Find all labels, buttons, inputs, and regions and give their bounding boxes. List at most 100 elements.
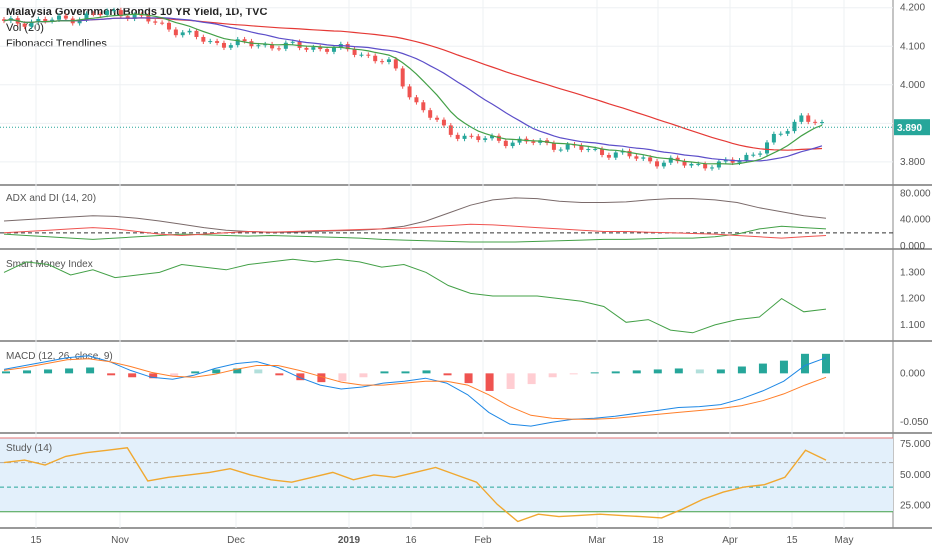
candlestick-body: [716, 161, 721, 168]
candlestick-body: [765, 142, 770, 154]
candlestick-body: [586, 149, 591, 151]
candlestick-body: [63, 15, 68, 19]
candlestick-body: [366, 54, 371, 56]
macd-histogram-bar: [464, 373, 473, 384]
macd-histogram-bar: [359, 373, 368, 378]
candlestick-body: [270, 44, 275, 49]
candlestick-body: [22, 23, 27, 27]
candlestick-body: [785, 131, 790, 134]
macd-histogram-bar: [338, 373, 347, 382]
candlestick-body: [373, 55, 378, 62]
candlestick-body: [806, 115, 811, 122]
candlestick-body: [428, 110, 433, 118]
macd-pane-title: MACD (12, 26, close, 9): [6, 351, 113, 362]
candlestick-body: [613, 152, 618, 158]
macd-histogram-bar: [653, 369, 662, 374]
candlestick-body: [455, 134, 460, 139]
price-y-tick-label: 3.800: [900, 157, 925, 168]
adx-y-tick-label: 80.000: [900, 188, 931, 199]
candlestick-body: [490, 135, 495, 139]
candlestick-body: [111, 10, 116, 12]
candlestick-body: [517, 138, 522, 143]
macd-histogram-bar: [233, 368, 242, 374]
candlestick-body: [771, 133, 776, 143]
candlestick-body: [744, 154, 749, 161]
time-axis-tick-label: 15: [30, 535, 42, 546]
macd-histogram-bar: [2, 371, 10, 374]
candlestick-body: [359, 54, 364, 56]
candlestick-body: [276, 48, 281, 50]
macd-histogram-bar: [170, 373, 179, 377]
macd-histogram-bar: [86, 367, 95, 374]
candlestick-body: [2, 19, 6, 21]
candlestick-body: [462, 135, 467, 139]
candlestick-body: [441, 119, 446, 126]
macd-histogram-bar: [107, 373, 116, 376]
candlestick-body: [153, 21, 158, 23]
macd-histogram-bar: [254, 369, 263, 374]
fib-legend[interactable]: Fibonacci Trendlines: [6, 38, 107, 50]
candlestick-body: [331, 47, 336, 52]
study-y-tick-label: 50.000: [900, 470, 931, 481]
candlestick-body: [682, 161, 687, 166]
candlestick-body: [758, 153, 763, 155]
candlestick-body: [689, 163, 694, 166]
candlestick-body: [668, 157, 673, 163]
smi-y-tick-label: 1.200: [900, 294, 925, 305]
macd-histogram-bar: [590, 372, 599, 374]
candlestick-body: [256, 45, 261, 47]
price-y-tick-label: 4.100: [900, 41, 925, 52]
macd-histogram-bar: [822, 353, 830, 374]
candlestick-body: [91, 13, 96, 15]
time-axis-tick-label: Mar: [588, 535, 606, 546]
macd-histogram-bar: [674, 368, 683, 374]
macd-histogram-bar: [191, 371, 200, 374]
macd-histogram-bar: [65, 368, 74, 374]
candlestick-body: [50, 19, 55, 22]
candlestick-body: [510, 142, 515, 147]
study-y-tick-label: 75.000: [900, 439, 931, 450]
candlestick-body: [531, 141, 536, 143]
last-price-tag[interactable]: [894, 119, 930, 136]
study-y-tick-label: 25.000: [900, 501, 931, 512]
smi-line: [3, 258, 827, 334]
candlestick-body: [215, 41, 220, 43]
adx-pane-title: ADX and DI (14, 20): [6, 193, 96, 204]
candlestick-body: [593, 148, 598, 150]
di-plus-line: [3, 225, 827, 243]
candlestick-body: [751, 154, 756, 156]
candlestick-body: [400, 68, 405, 87]
candlestick-body: [125, 16, 130, 19]
candlestick-body: [778, 133, 783, 135]
candlestick-body: [661, 162, 666, 167]
macd-y-tick-label: 0.000: [900, 368, 925, 379]
macd-histogram-bar: [296, 373, 305, 381]
candlestick-body: [304, 47, 309, 50]
time-axis-tick-label: 18: [652, 535, 664, 546]
candlestick-body: [139, 14, 144, 16]
macd-histogram-bar: [695, 369, 704, 374]
candlestick-body: [483, 138, 488, 140]
macd-histogram-bar: [485, 373, 494, 391]
candlestick-body: [723, 159, 728, 162]
candlestick-body: [290, 41, 295, 43]
macd-histogram-bar: [401, 371, 410, 374]
adx-y-tick-label: 0.000: [900, 241, 925, 252]
time-axis-tick-label: 15: [786, 535, 798, 546]
price-y-tick-label: 4.000: [900, 80, 925, 91]
time-axis-tick-label: Feb: [474, 535, 492, 546]
candlestick-body: [283, 42, 288, 49]
study-line: [3, 447, 827, 523]
time-axis-tick-label: Dec: [227, 535, 245, 546]
time-axis-tick-label: May: [835, 535, 854, 546]
candlestick-body: [421, 102, 426, 111]
candlestick-body: [56, 15, 61, 20]
macd-y-tick-label: -0.050: [900, 417, 929, 428]
macd-histogram-bar: [611, 371, 620, 374]
candlestick-body: [318, 47, 323, 50]
candlestick-body: [792, 121, 797, 132]
candlestick-body: [737, 160, 742, 163]
candlestick-body: [634, 156, 639, 159]
price-y-tick-label: 4.200: [900, 3, 925, 14]
